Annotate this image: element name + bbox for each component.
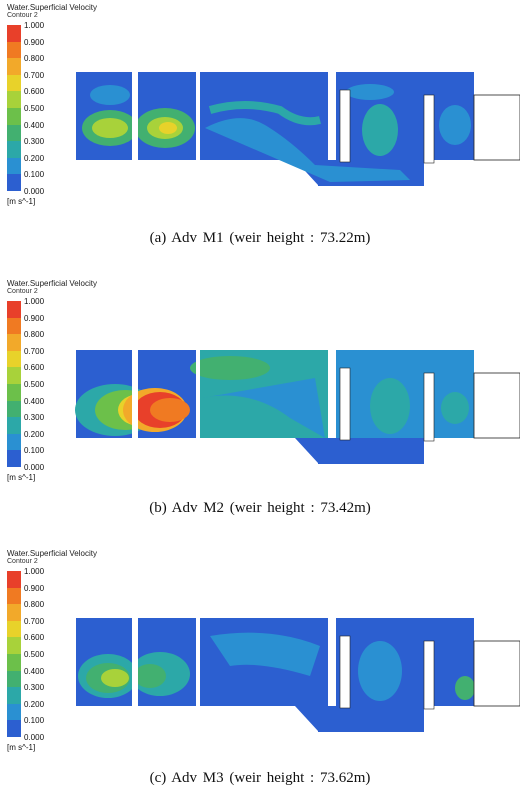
legend-tick-label: 0.500 <box>24 104 45 113</box>
legend-tick-label: 1.000 <box>24 21 45 30</box>
legend-tick-label: 0.900 <box>24 313 45 323</box>
legend-swatch <box>7 670 21 688</box>
legend-swatch <box>7 301 21 319</box>
legend-colorbar <box>7 571 21 738</box>
legend-swatch <box>7 384 21 402</box>
legend-tick-label: 0.700 <box>24 616 45 626</box>
panel-a: Water.Superficial Velocity Contour 2 1.0… <box>0 0 520 265</box>
legend-subtitle: Contour 2 <box>7 12 38 19</box>
legend-tick-label: 0.100 <box>24 170 45 180</box>
legend-swatch <box>7 141 21 159</box>
legend-unit: [m s^-1] <box>7 473 36 482</box>
legend-tick-label: 0.000 <box>24 463 45 472</box>
legend-title: Water.Superficial Velocity <box>7 549 97 558</box>
legend-swatch <box>7 571 21 589</box>
legend-swatch <box>7 108 21 126</box>
panel-caption: (a) Adv M1 (weir height : 73.22m) <box>149 230 371 246</box>
legend-tick-label: 0.500 <box>24 650 45 659</box>
legend-tick-label: 0.200 <box>24 153 45 163</box>
legend-labels: 1.000 0.900 0.800 0.700 0.600 0.500 0.400 0.300… <box>0 21 70 196</box>
legend-swatch <box>7 74 21 92</box>
legend-tick-label: 0.600 <box>24 87 45 97</box>
legend-swatch <box>7 654 21 672</box>
legend-swatch <box>7 350 21 368</box>
legend-swatch <box>7 317 21 335</box>
legend-tick-label: 0.800 <box>24 600 45 610</box>
legend-tick-label: 0.000 <box>24 187 45 196</box>
legend-swatch <box>7 417 21 435</box>
legend-tick-label: 0.400 <box>24 396 45 406</box>
legend-swatch <box>7 367 21 385</box>
legend-tick-label: 0.400 <box>24 120 45 130</box>
panel-c: Water.Superficial Velocity Contour 2 1.0… <box>0 540 520 805</box>
legend-colorbar <box>7 301 21 468</box>
legend-tick-label: 0.300 <box>24 683 45 693</box>
legend-swatch <box>7 687 21 705</box>
legend-tick-label: 0.800 <box>24 54 45 64</box>
legend-labels: 1.000 0.900 0.800 0.700 0.600 0.500 0.400 0.300… <box>0 297 70 472</box>
legend-tick-label: 0.200 <box>24 699 45 709</box>
legend-tick-label: 0.700 <box>24 346 45 356</box>
legend-swatch <box>7 41 21 59</box>
legend-swatch <box>7 637 21 655</box>
legend-tick-label: 0.800 <box>24 330 45 340</box>
legend-swatch <box>7 174 21 192</box>
legend-tick-label: 0.200 <box>24 429 45 439</box>
legend-tick-label: 0.100 <box>24 716 45 726</box>
panel-b: Water.Superficial Velocity Contour 2 1.0… <box>0 270 520 535</box>
legend-swatch <box>7 450 21 468</box>
legend-subtitle: Contour 2 <box>7 558 38 565</box>
velocity-contour-plot-a <box>76 70 520 186</box>
legend-swatch <box>7 25 21 43</box>
legend-unit: [m s^-1] <box>7 743 36 752</box>
legend-swatch <box>7 703 21 721</box>
legend-swatch <box>7 124 21 142</box>
legend-swatch <box>7 620 21 638</box>
legend-tick-label: 0.300 <box>24 413 45 423</box>
legend-colorbar <box>7 25 21 192</box>
legend-labels: 1.000 0.900 0.800 0.700 0.600 0.500 0.400 0.300… <box>0 567 70 742</box>
legend-subtitle: Contour 2 <box>7 288 38 295</box>
legend-swatch <box>7 433 21 451</box>
legend-tick-label: 1.000 <box>24 567 45 576</box>
legend-swatch <box>7 157 21 175</box>
velocity-contour-plot-b <box>75 348 520 464</box>
velocity-contour-plot-c <box>76 616 520 732</box>
legend-swatch <box>7 58 21 76</box>
panel-caption: (b) Adv M2 (weir height : 73.42m) <box>149 500 371 516</box>
legend-tick-label: 0.000 <box>24 733 45 742</box>
legend-tick-label: 1.000 <box>24 297 45 306</box>
legend-tick-label: 0.100 <box>24 446 45 456</box>
legend-swatch <box>7 604 21 622</box>
legend-tick-label: 0.600 <box>24 363 45 373</box>
legend-tick-label: 0.300 <box>24 137 45 147</box>
legend-tick-label: 0.500 <box>24 380 45 389</box>
legend-title: Water.Superficial Velocity <box>7 3 97 12</box>
legend-tick-label: 0.400 <box>24 666 45 676</box>
legend-tick-label: 0.700 <box>24 70 45 80</box>
legend-swatch <box>7 91 21 109</box>
legend-tick-label: 0.600 <box>24 633 45 643</box>
panel-caption: (c) Adv M3 (weir height : 73.62m) <box>149 770 371 786</box>
legend-swatch <box>7 400 21 418</box>
legend-title: Water.Superficial Velocity <box>7 279 97 288</box>
legend-swatch <box>7 587 21 605</box>
legend-tick-label: 0.900 <box>24 583 45 593</box>
legend-swatch <box>7 720 21 738</box>
legend-unit: [m s^-1] <box>7 197 36 206</box>
legend-tick-label: 0.900 <box>24 37 45 47</box>
legend-swatch <box>7 334 21 352</box>
